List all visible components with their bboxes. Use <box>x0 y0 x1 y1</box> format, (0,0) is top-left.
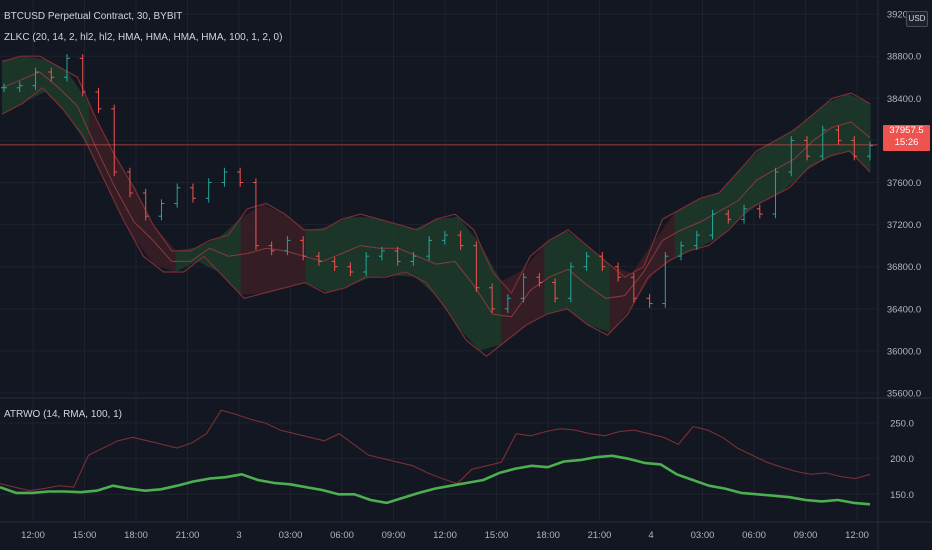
time-tick-label: 09:00 <box>794 530 818 541</box>
time-tick-label: 09:00 <box>382 530 406 541</box>
time-tick-label: 21:00 <box>176 530 200 541</box>
band-fill-segment <box>284 213 307 288</box>
price-tick-label: 37600.0 <box>887 178 921 189</box>
band-fill-segment <box>479 242 502 351</box>
band-fill-segment <box>349 217 372 286</box>
last-price-value: 37957.5 <box>889 125 924 136</box>
band-fill-segment <box>88 102 111 195</box>
band-lower-line <box>1 86 871 357</box>
band-fill-segment <box>153 225 177 272</box>
price-tick-label: 36400.0 <box>887 304 921 315</box>
band-fill-segment <box>392 223 415 277</box>
time-tick-label: 12:00 <box>433 530 457 541</box>
time-tick-label: 18:00 <box>536 530 560 541</box>
time-tick-label: 4 <box>648 530 653 541</box>
time-tick-label: 03:00 <box>279 530 303 541</box>
bar-countdown: 15:26 <box>894 137 919 148</box>
band-fill-segment <box>522 243 545 328</box>
price-tick-label: 37200.0 <box>887 220 921 231</box>
price-tick-label: 38400.0 <box>887 94 921 105</box>
band-fill-segment <box>197 237 220 273</box>
currency-badge[interactable]: USD <box>906 11 928 27</box>
band-fill-segment <box>457 216 480 352</box>
band-fill-segment <box>718 169 741 239</box>
band-fill-segment <box>67 71 90 149</box>
time-tick-label: 15:00 <box>485 530 509 541</box>
zlkc-legend: ZLKC (20, 14, 2, hl2, hl2, HMA, HMA, HMA… <box>4 32 283 43</box>
last-price-label: 37957.5 15:26 <box>883 125 930 151</box>
band-fill-segment <box>544 230 567 316</box>
band-fill-segment <box>23 56 46 103</box>
time-tick-label: 12:00 <box>21 530 45 541</box>
time-tick-label: 15:00 <box>73 530 97 541</box>
time-tick-label: 12:00 <box>845 530 869 541</box>
band-fill-segment <box>804 102 828 172</box>
price-tick-label: 38800.0 <box>887 52 921 63</box>
band-fill-segment <box>436 216 459 328</box>
band-fill-segment <box>110 146 133 237</box>
band-fill-segment <box>739 148 762 219</box>
time-tick-label: 21:00 <box>588 530 612 541</box>
time-tick-label: 18:00 <box>124 530 148 541</box>
candlestick-series <box>0 54 878 314</box>
price-tick-label: 36800.0 <box>887 262 921 273</box>
band-fill-segment <box>783 120 806 191</box>
atr-tick-label: 150.0 <box>890 490 914 501</box>
atr-tick-label: 250.0 <box>890 419 914 430</box>
band-fill-segment <box>132 184 155 265</box>
band-fill-segment <box>631 241 654 308</box>
band-fill-segment <box>2 56 25 115</box>
band-upper-line <box>1 55 871 295</box>
band-fill-segment <box>653 212 676 274</box>
atrwo-line <box>0 454 871 506</box>
band-fill-segment <box>501 269 524 345</box>
time-tick-label: 06:00 <box>742 530 766 541</box>
atrwo-legend: ATRWO (14, RMA, 100, 1) <box>4 409 122 420</box>
time-tick-label: 06:00 <box>330 530 354 541</box>
price-tick-label: 39200.0 <box>887 10 921 21</box>
price-tick-label: 36000.0 <box>887 346 921 357</box>
band-fill-segment <box>761 135 784 203</box>
atr-upper-line <box>0 409 871 492</box>
band-fill-segment <box>696 193 719 249</box>
price-tick-label: 35600.0 <box>887 389 921 400</box>
band-fill-segment <box>175 246 198 272</box>
band-fill-segment <box>566 230 589 326</box>
time-tick-label: 03:00 <box>691 530 715 541</box>
keltner-bands <box>1 55 871 357</box>
band-fill-segment <box>414 219 437 297</box>
time-tick-label: 3 <box>236 530 241 541</box>
band-fill-segment <box>45 59 68 116</box>
symbol-legend: BTCUSD Perpetual Contract, 30, BYBIT <box>4 11 183 22</box>
band-fill-segment <box>674 200 697 259</box>
band-fill-segment <box>240 204 263 295</box>
atrwo-panel <box>0 409 871 506</box>
band-mid-line <box>1 71 871 318</box>
band-fill-segment <box>587 246 611 333</box>
atr-tick-label: 200.0 <box>890 454 914 465</box>
band-fill-segment <box>609 264 632 334</box>
